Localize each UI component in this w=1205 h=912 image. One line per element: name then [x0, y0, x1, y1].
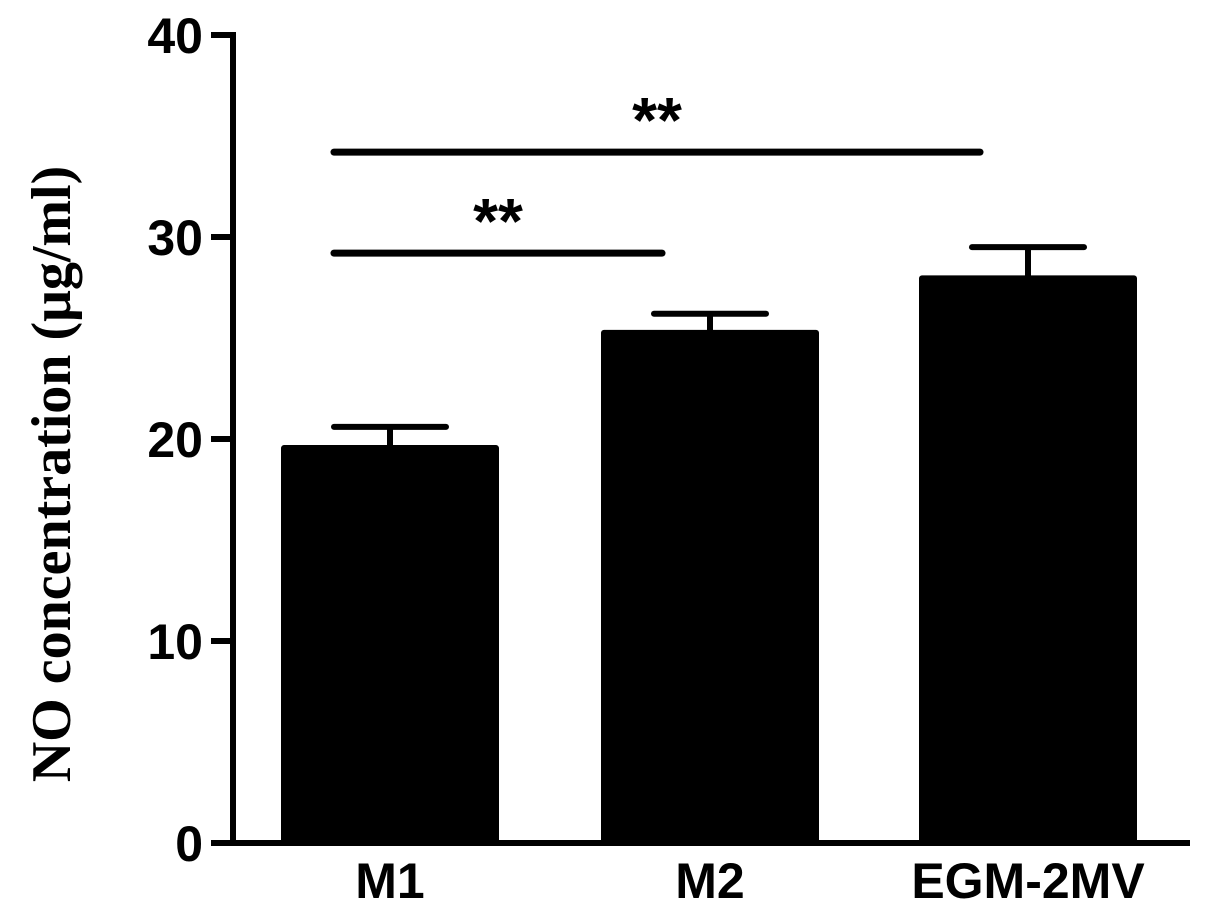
- y-tick-label-40: 40: [147, 8, 203, 64]
- plot-area: 0 10 20 30 40 M1 M2 EGM-2MV ** **: [147, 8, 1190, 909]
- y-axis-title-group: NO concentration (μg/ml): [21, 166, 83, 783]
- y-tick-label-10: 10: [147, 614, 203, 670]
- y-tick-label-0: 0: [175, 816, 203, 872]
- bar-m1: [281, 445, 499, 843]
- x-tick-label-egm-2mv: EGM-2MV: [911, 853, 1145, 909]
- x-tick-label-m2: M2: [675, 853, 744, 909]
- bar-egm-2mv: [919, 275, 1137, 843]
- y-axis-title: NO concentration (μg/ml): [21, 166, 83, 783]
- y-tick-label-20: 20: [147, 412, 203, 468]
- x-tick-label-m1: M1: [355, 853, 424, 909]
- significance-label-2: **: [632, 84, 682, 156]
- significance-label-1: **: [473, 185, 523, 257]
- bar-m2: [601, 329, 819, 843]
- y-tick-label-30: 30: [147, 210, 203, 266]
